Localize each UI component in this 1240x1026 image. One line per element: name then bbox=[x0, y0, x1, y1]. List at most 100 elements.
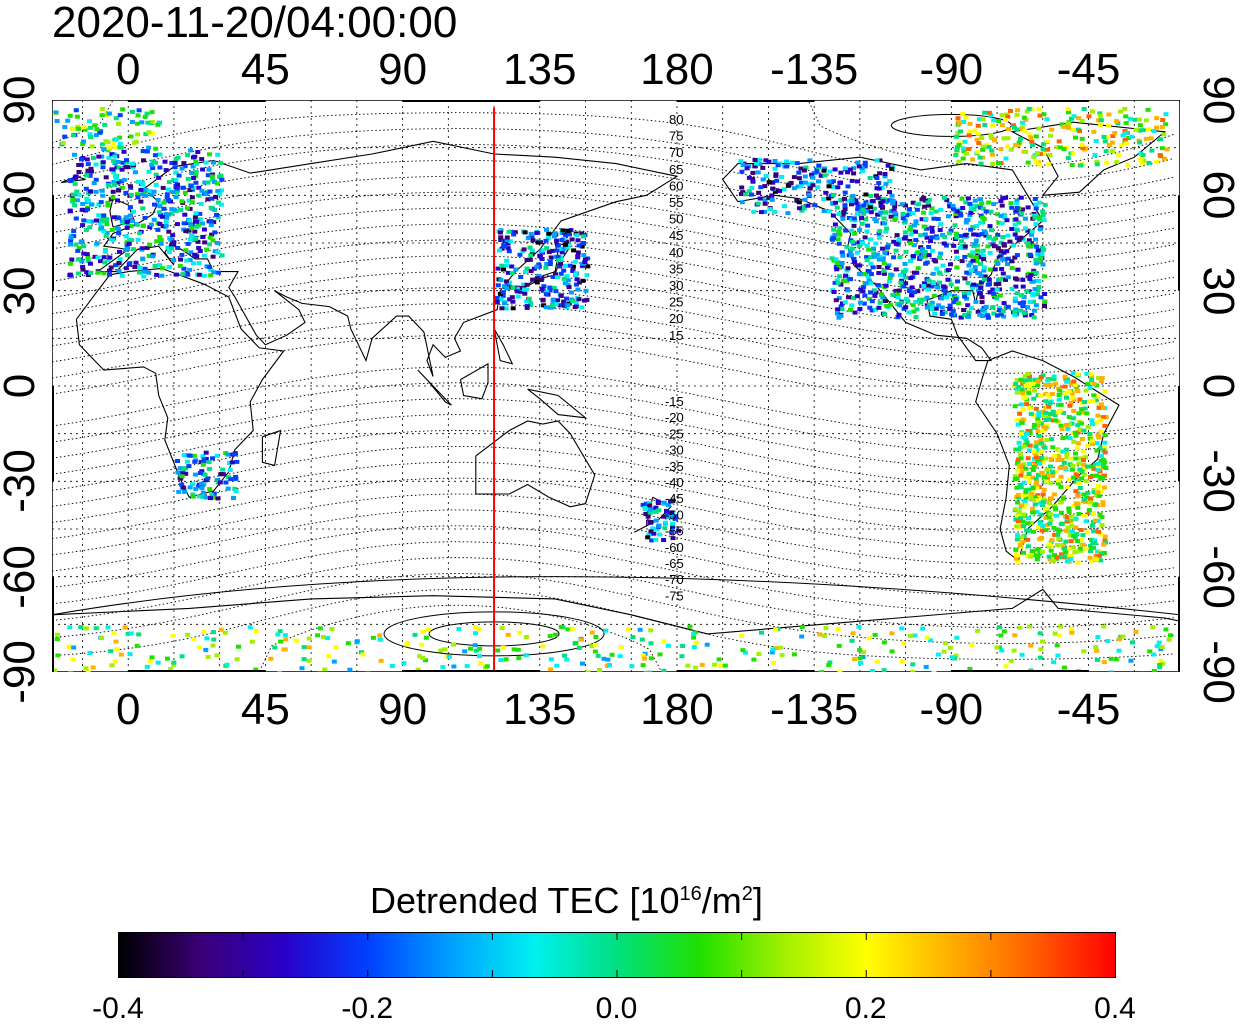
tec-cell bbox=[79, 240, 84, 244]
tec-cell bbox=[1000, 257, 1005, 261]
tec-cell bbox=[181, 161, 186, 165]
tec-cell bbox=[851, 194, 856, 198]
tec-cell bbox=[277, 671, 282, 672]
tec-cell bbox=[573, 641, 578, 645]
tec-cell bbox=[1097, 494, 1102, 498]
tec-cell bbox=[1050, 392, 1055, 396]
tec-cell bbox=[1160, 125, 1165, 129]
tec-cell bbox=[990, 123, 995, 127]
tec-cell bbox=[68, 114, 73, 118]
tec-cell bbox=[167, 250, 172, 254]
tec-cell bbox=[193, 219, 198, 223]
tec-cell bbox=[996, 282, 1001, 286]
tec-cell bbox=[868, 262, 873, 266]
tec-cell bbox=[1090, 422, 1095, 426]
tec-cell bbox=[189, 184, 194, 188]
tec-cell bbox=[1110, 149, 1115, 153]
tec-cell bbox=[936, 217, 941, 221]
tec-cell bbox=[723, 664, 728, 668]
tec-cell bbox=[846, 184, 851, 188]
tec-cell bbox=[867, 636, 872, 640]
tec-cell bbox=[1023, 378, 1028, 382]
tec-cell bbox=[782, 187, 787, 191]
tec-cell bbox=[1041, 143, 1046, 147]
tec-cell bbox=[903, 230, 908, 234]
tec-cell bbox=[717, 657, 722, 661]
tec-cell bbox=[300, 666, 305, 670]
tec-cell bbox=[959, 197, 964, 201]
tec-cell bbox=[778, 646, 783, 650]
tec-cell bbox=[100, 189, 105, 193]
tec-cell bbox=[1043, 383, 1048, 387]
tec-cell bbox=[1066, 126, 1071, 130]
tec-cell bbox=[822, 173, 827, 177]
tec-cell bbox=[192, 230, 197, 234]
tec-cell bbox=[577, 281, 582, 285]
tec-cell bbox=[146, 170, 151, 174]
tec-cell bbox=[214, 213, 219, 217]
tec-cell bbox=[507, 230, 512, 234]
tec-cell bbox=[65, 119, 70, 123]
tec-cell bbox=[1137, 118, 1142, 122]
tec-cell bbox=[173, 161, 178, 165]
tec-cell bbox=[1048, 481, 1053, 485]
tec-cell bbox=[845, 170, 850, 174]
tec-cell bbox=[1066, 506, 1071, 510]
tec-cell bbox=[90, 144, 95, 148]
tec-cell bbox=[440, 665, 445, 669]
tec-cell bbox=[207, 487, 212, 491]
tec-cell bbox=[146, 130, 151, 134]
tec-cell bbox=[504, 259, 509, 263]
tec-cell bbox=[211, 630, 216, 634]
tec-cell bbox=[767, 207, 772, 211]
tec-cell bbox=[860, 289, 865, 293]
tec-cell bbox=[574, 233, 579, 237]
tec-cell bbox=[851, 171, 856, 175]
tec-cell bbox=[234, 489, 239, 493]
tec-cell bbox=[157, 153, 162, 157]
tec-cell bbox=[1013, 507, 1018, 511]
tec-cell bbox=[916, 266, 921, 270]
tec-cell bbox=[178, 258, 183, 262]
tec-cell bbox=[207, 460, 212, 464]
tec-cell bbox=[849, 253, 854, 257]
tec-cell bbox=[961, 147, 966, 151]
tec-cell bbox=[325, 636, 330, 640]
tec-cell bbox=[1125, 163, 1130, 167]
tec-cell bbox=[511, 306, 516, 310]
tec-cell bbox=[209, 206, 214, 210]
tec-cell bbox=[1088, 399, 1093, 403]
tec-cell bbox=[951, 309, 956, 313]
tec-cell bbox=[953, 153, 958, 157]
tec-cell bbox=[162, 201, 167, 205]
tec-cell bbox=[879, 204, 884, 208]
tec-cell bbox=[833, 167, 838, 171]
tec-cell bbox=[831, 228, 836, 232]
tec-cell bbox=[970, 250, 975, 254]
tec-cell bbox=[152, 218, 157, 222]
tec-cell bbox=[882, 668, 887, 672]
tec-cell bbox=[951, 244, 956, 248]
tec-cell bbox=[145, 121, 150, 125]
tec-cell bbox=[831, 236, 836, 240]
tec-cell bbox=[1003, 118, 1008, 122]
tec-cell bbox=[1090, 439, 1095, 443]
tec-cell bbox=[1027, 406, 1032, 410]
tec-cell bbox=[929, 211, 934, 215]
tec-cell bbox=[199, 202, 204, 206]
tec-cell bbox=[1028, 135, 1033, 139]
tec-cell bbox=[1000, 123, 1005, 127]
tec-cell bbox=[176, 490, 181, 494]
tec-cell bbox=[1030, 292, 1035, 296]
tec-cell bbox=[806, 204, 811, 208]
tec-cell bbox=[654, 519, 659, 523]
tec-cell bbox=[1081, 649, 1086, 653]
tec-cell bbox=[997, 625, 1002, 629]
tec-cell bbox=[157, 210, 162, 214]
tec-cell bbox=[990, 162, 995, 166]
tec-cell bbox=[546, 232, 551, 236]
tec-cell bbox=[100, 107, 105, 111]
bottom-axis-bar bbox=[677, 670, 814, 672]
bottom-axis-bar bbox=[128, 670, 265, 672]
tec-cell bbox=[177, 174, 182, 178]
